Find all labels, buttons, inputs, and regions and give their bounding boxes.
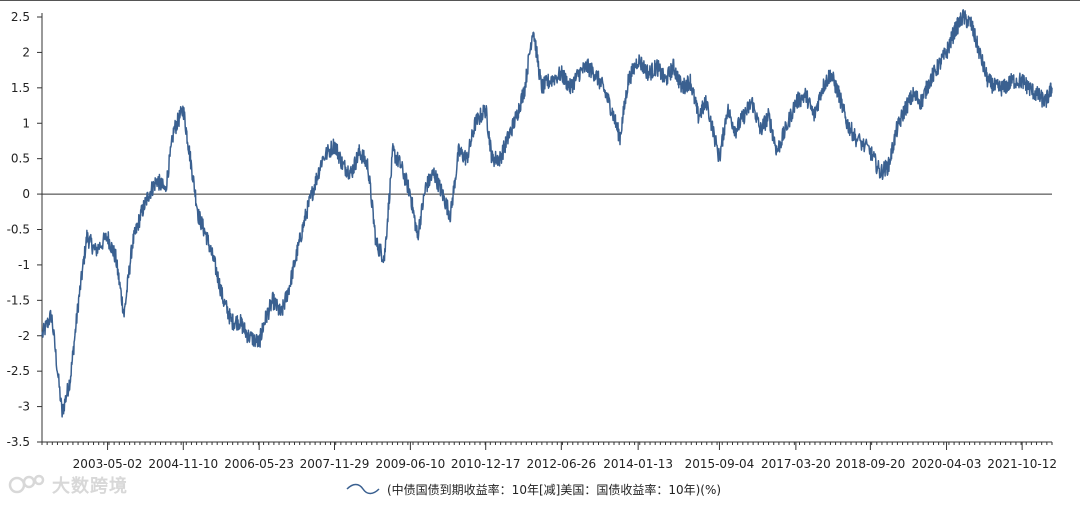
y-tick-label: -2.5 xyxy=(7,364,30,378)
y-tick-label: 1 xyxy=(22,116,30,130)
x-tick-label: 2020-04-03 xyxy=(912,457,982,470)
x-tick-label: 2015-09-04 xyxy=(685,457,755,470)
x-tick-label: 2004-11-10 xyxy=(148,457,218,470)
x-tick-label: 2009-06-10 xyxy=(376,457,446,470)
y-tick-label: -3 xyxy=(18,400,30,414)
x-tick-label: 2010-12-17 xyxy=(451,457,521,470)
x-tick-label: 2017-03-20 xyxy=(761,457,831,470)
series-layer xyxy=(41,9,1053,418)
x-axis: 2003-05-02 2004-11-10 2006-05-23 2007-11-29… xyxy=(41,441,1057,470)
line-chart: 2.5 2 1.5 1 0.5 0 -0.5 -1 -1.5 -2 -2.5 -3 -3.5 2003-… xyxy=(7,9,1057,470)
legend-swatch-icon xyxy=(346,483,380,495)
y-tick-label: 0 xyxy=(22,187,30,201)
y-tick-label: -2 xyxy=(18,329,30,343)
y-tick-label: 0.5 xyxy=(11,152,30,166)
y-tick-label: 2 xyxy=(22,45,30,59)
x-tick-label: 2003-05-02 xyxy=(73,457,143,470)
x-tick-label: 2021-10-12 xyxy=(987,457,1057,470)
legend: (中债国债到期收益率：10年[减]美国：国债收益率：10年)(%) xyxy=(345,478,721,500)
x-tick-label: 2018-09-20 xyxy=(836,457,906,470)
y-tick-label: -1 xyxy=(18,258,30,272)
y-tick-label: -1.5 xyxy=(7,293,30,307)
x-tick-label: 2012-06-26 xyxy=(526,457,596,470)
y-tick-label: 1.5 xyxy=(11,81,30,95)
y-axis: 2.5 2 1.5 1 0.5 0 -0.5 -1 -1.5 -2 -2.5 -3 -3.5 xyxy=(7,10,43,449)
legend-label: (中债国债到期收益率：10年[减]美国：国债收益率：10年)(%) xyxy=(387,482,722,497)
watermark: 大数跨境 xyxy=(8,472,128,498)
x-tick-label: 2007-11-29 xyxy=(300,457,370,470)
top-border-line xyxy=(0,0,1080,1)
watermark-text: 大数跨境 xyxy=(52,476,128,497)
y-tick-label: 2.5 xyxy=(11,10,30,24)
x-tick-label: 2006-05-23 xyxy=(224,457,294,470)
y-tick-label: -0.5 xyxy=(7,223,30,237)
y-tick-label: -3.5 xyxy=(7,435,30,449)
watermark-logo-icon xyxy=(8,474,45,494)
x-tick-label: 2014-01-13 xyxy=(603,457,673,470)
series-line-0 xyxy=(41,9,1053,418)
